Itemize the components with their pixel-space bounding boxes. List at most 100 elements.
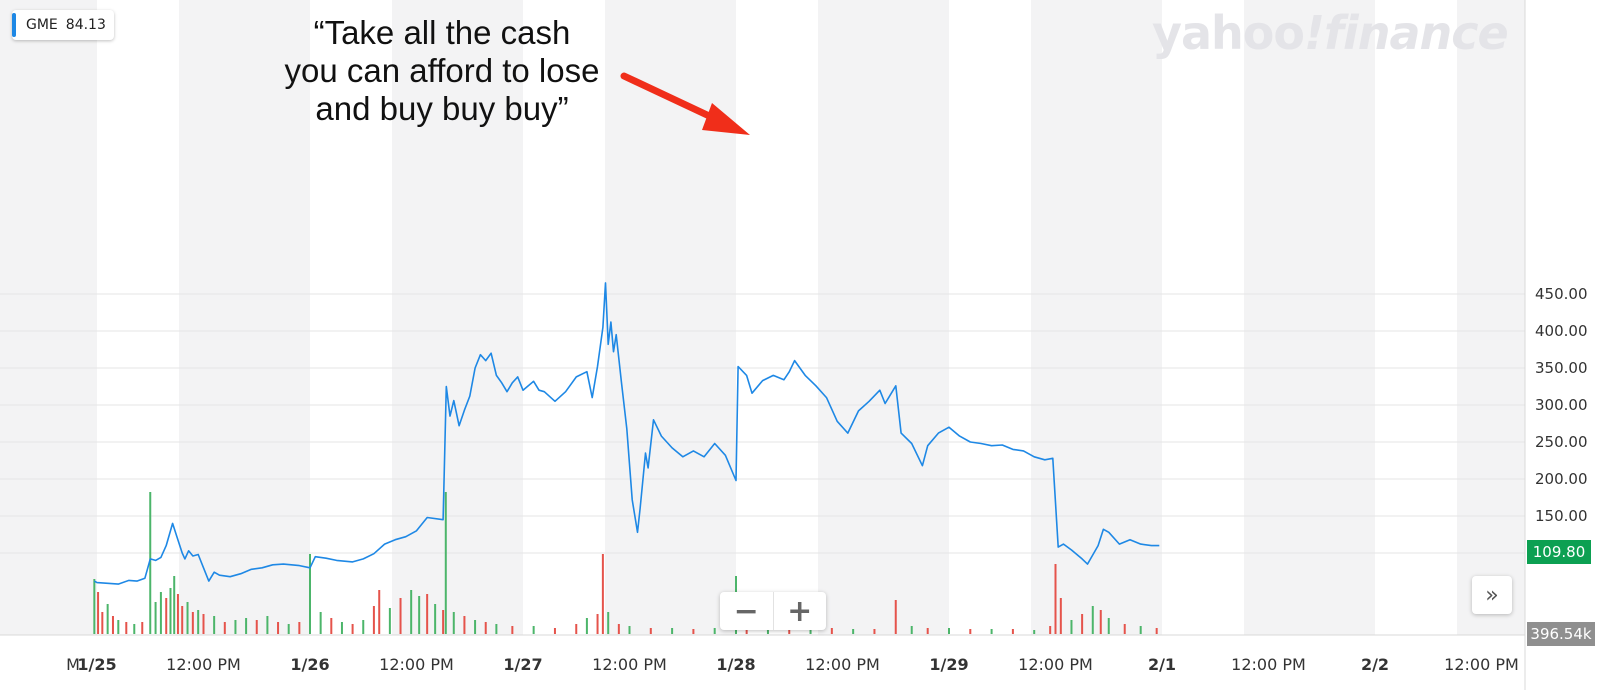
volume-bar xyxy=(111,616,114,634)
volume-bar xyxy=(245,618,248,634)
annotation-line-2: you can afford to lose xyxy=(284,52,600,89)
volume-bar xyxy=(484,622,487,634)
volume-bar xyxy=(617,624,620,634)
volume-bar xyxy=(234,620,237,634)
volume-bar xyxy=(1054,564,1057,634)
volume-bar xyxy=(766,626,769,634)
zoom-out-button[interactable]: − xyxy=(720,592,774,630)
volume-bar xyxy=(649,628,652,634)
volume-bar xyxy=(399,598,402,634)
volume-bar xyxy=(159,592,162,634)
volume-bar xyxy=(340,622,343,634)
volume-bar xyxy=(1059,598,1062,634)
ticker-legend[interactable]: GME 84.13 xyxy=(12,10,114,40)
volume-bar xyxy=(388,608,391,634)
volume-bar xyxy=(830,628,833,634)
volume-bar xyxy=(809,628,812,634)
current-volume-tag: 396.54k xyxy=(1527,622,1595,646)
x-tick-label: 12:00 PM xyxy=(1231,655,1306,674)
y-tick-label: 150.00 xyxy=(1535,507,1588,525)
series-color-swatch xyxy=(12,13,16,37)
zoom-in-button[interactable]: + xyxy=(787,593,813,629)
volume-bar xyxy=(894,600,897,634)
annotation-line-1: “Take all the cash xyxy=(313,14,571,51)
x-tick-label: 1/26 xyxy=(290,655,329,674)
volume-bar xyxy=(1123,624,1126,634)
y-tick-label: 300.00 xyxy=(1535,396,1588,414)
volume-bar xyxy=(434,604,437,634)
x-tick-label: 12:00 PM xyxy=(1444,655,1519,674)
volume-bar xyxy=(511,626,514,634)
volume-bar xyxy=(607,612,610,634)
volume-bar xyxy=(1081,614,1084,634)
volume-bar xyxy=(692,629,695,634)
volume-bar xyxy=(191,612,194,634)
volume-bar xyxy=(169,588,172,634)
ticker-value: 84.13 xyxy=(65,17,106,33)
x-tick-label: 1/28 xyxy=(716,655,755,674)
volume-bar xyxy=(852,629,855,634)
volume-bar xyxy=(101,612,104,634)
volume-bar xyxy=(255,620,258,634)
y-tick-label: 450.00 xyxy=(1535,285,1588,303)
session-band xyxy=(818,0,949,635)
volume-bar xyxy=(990,629,993,634)
annotation-arrow-shaft xyxy=(620,72,726,126)
volume-bar xyxy=(1155,628,1158,634)
x-tick-label: 2/2 xyxy=(1361,655,1389,674)
volume-bar xyxy=(1091,606,1094,634)
volume-bar xyxy=(426,594,429,634)
volume-bar xyxy=(330,618,333,634)
x-tick-label: M xyxy=(66,655,80,674)
x-tick-label: 1/29 xyxy=(929,655,968,674)
x-tick-label: 12:00 PM xyxy=(166,655,241,674)
volume-bar xyxy=(1033,630,1036,634)
volume-bar xyxy=(298,622,301,634)
current-price-tag: 109.80 xyxy=(1527,540,1591,564)
volume-bar xyxy=(351,624,354,634)
y-tick-label: 350.00 xyxy=(1535,359,1588,377)
volume-bar xyxy=(117,620,120,634)
y-tick-label: 250.00 xyxy=(1535,433,1588,451)
volume-bar xyxy=(149,492,152,634)
volume-bar xyxy=(277,622,280,634)
volume-bar xyxy=(197,610,200,634)
volume-bar xyxy=(186,602,189,634)
volume-bar xyxy=(1107,618,1110,634)
volume-bar xyxy=(97,592,100,634)
volume-bar xyxy=(309,554,311,634)
annotation-arrow-head xyxy=(702,103,750,135)
volume-bar xyxy=(213,616,216,634)
volume-bar xyxy=(1011,629,1014,634)
session-band xyxy=(179,0,310,635)
volume-bar xyxy=(1099,610,1102,634)
y-tick-label: 400.00 xyxy=(1535,322,1588,340)
volume-bar xyxy=(463,616,466,634)
volume-bar xyxy=(585,618,588,634)
x-tick-label: 12:00 PM xyxy=(592,655,667,674)
volume-bar xyxy=(948,628,950,634)
expand-chart-button[interactable]: » xyxy=(1472,576,1512,614)
volume-bar xyxy=(93,579,96,634)
volume-bar xyxy=(266,616,269,634)
volume-bar xyxy=(372,606,375,634)
ticker-symbol: GME xyxy=(26,17,58,33)
volume-bar xyxy=(106,604,109,634)
volume-bar xyxy=(125,622,128,634)
volume-bar xyxy=(442,610,445,634)
volume-bar xyxy=(1049,626,1052,634)
volume-bar xyxy=(926,628,929,634)
x-tick-label: 2/1 xyxy=(1148,655,1176,674)
x-tick-label: 12:00 PM xyxy=(379,655,454,674)
volume-bar xyxy=(910,626,913,634)
zoom-controls: − + xyxy=(720,592,826,630)
yahoo-finance-logo: yahoo!finance xyxy=(1152,6,1509,60)
volume-bar xyxy=(713,628,716,634)
volume-bar xyxy=(474,620,477,634)
volume-bar xyxy=(628,626,631,634)
volume-bar xyxy=(141,622,144,634)
volume-bar xyxy=(969,629,972,634)
volume-bar xyxy=(444,492,447,634)
volume-bar xyxy=(154,602,157,634)
